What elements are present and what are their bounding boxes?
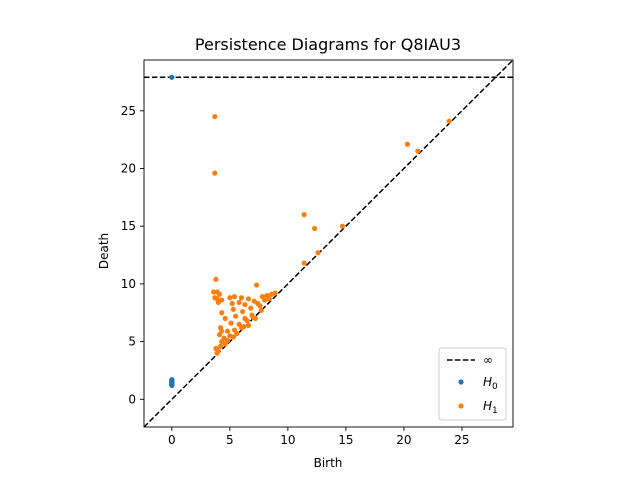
y-tick-label-20: 20 bbox=[121, 161, 136, 175]
chart-title: Persistence Diagrams for Q8IAU3 bbox=[195, 35, 461, 54]
legend-swatch-h1 bbox=[458, 403, 464, 409]
x-tick-label-25: 25 bbox=[454, 433, 469, 447]
point-h1-1 bbox=[212, 170, 218, 176]
point-h1-40 bbox=[233, 313, 239, 319]
point-h1-8 bbox=[415, 148, 421, 154]
plot-area bbox=[144, 60, 513, 427]
point-h1-47 bbox=[244, 318, 250, 324]
point-h1-38 bbox=[266, 296, 272, 302]
point-h1-0 bbox=[212, 113, 218, 120]
point-h1-50 bbox=[224, 328, 231, 334]
x-tick-label-0: 0 bbox=[168, 433, 176, 447]
point-h1-54 bbox=[216, 332, 223, 338]
x-tick-label-15: 15 bbox=[338, 433, 353, 447]
point-h1-18 bbox=[212, 295, 218, 301]
point-h1-3 bbox=[311, 225, 318, 232]
y-tick-label-15: 15 bbox=[121, 219, 136, 233]
point-h1-7 bbox=[404, 141, 411, 147]
point-h1-21 bbox=[238, 295, 245, 301]
legend-box bbox=[438, 347, 507, 421]
point-h1-37 bbox=[257, 303, 263, 309]
point-h1-53 bbox=[245, 322, 252, 329]
point-h1-39 bbox=[222, 315, 228, 322]
legend: ∞ H0 H1 bbox=[438, 347, 507, 421]
legend-swatch-h0 bbox=[458, 379, 464, 385]
y-tick-label-5: 5 bbox=[128, 335, 136, 349]
point-h1-66 bbox=[241, 323, 247, 330]
y-tick-label-25: 25 bbox=[121, 104, 136, 118]
point-h0-0 bbox=[169, 74, 175, 80]
point-h1-17 bbox=[219, 297, 225, 303]
legend-label-h1: H1 bbox=[483, 399, 498, 416]
point-h1-19 bbox=[227, 295, 233, 301]
point-h1-11 bbox=[253, 282, 260, 288]
point-h1-32 bbox=[262, 297, 268, 303]
point-h1-28 bbox=[229, 300, 235, 307]
x-tick-label-5: 5 bbox=[226, 433, 234, 447]
point-h1-2 bbox=[301, 212, 307, 218]
x-tick-label-20: 20 bbox=[396, 433, 411, 447]
x-axis-label: Birth bbox=[314, 456, 343, 470]
point-h1-30 bbox=[242, 302, 248, 308]
point-h1-36 bbox=[248, 305, 254, 311]
point-h1-35 bbox=[240, 308, 246, 315]
point-h1-6 bbox=[315, 250, 321, 256]
point-h1-33 bbox=[219, 310, 225, 316]
point-h1-20 bbox=[231, 293, 238, 300]
point-h1-29 bbox=[236, 299, 242, 305]
point-h1-5 bbox=[301, 260, 307, 266]
legend-infinity-label: ∞ bbox=[483, 353, 493, 367]
point-h1-67 bbox=[250, 314, 256, 320]
y-axis-label: Death bbox=[97, 233, 111, 269]
point-h1-14 bbox=[216, 291, 223, 297]
legend-label-h0: H0 bbox=[483, 375, 498, 392]
point-h1-61 bbox=[217, 343, 224, 349]
point-h1-57 bbox=[234, 330, 240, 337]
point-h1-22 bbox=[245, 296, 252, 302]
point-h1-43 bbox=[258, 307, 264, 314]
axes-frame bbox=[143, 59, 514, 428]
axes: 0 5 10 15 20 25 0 5 10 15 20 25 bbox=[121, 59, 514, 447]
point-h1-64 bbox=[214, 350, 220, 356]
point-h1-9 bbox=[446, 118, 452, 124]
point-h1-34 bbox=[230, 306, 236, 312]
y-tick-label-10: 10 bbox=[121, 277, 136, 291]
point-h1-4 bbox=[339, 223, 346, 229]
y-tick-label-0: 0 bbox=[128, 392, 136, 406]
point-h1-27 bbox=[272, 290, 278, 296]
x-tick-label-10: 10 bbox=[280, 433, 295, 447]
point-h1-10 bbox=[213, 276, 219, 282]
point-h1-45 bbox=[228, 320, 234, 326]
point-h1-65 bbox=[230, 334, 236, 340]
point-h0-11 bbox=[169, 377, 175, 383]
point-h1-63 bbox=[222, 341, 228, 347]
